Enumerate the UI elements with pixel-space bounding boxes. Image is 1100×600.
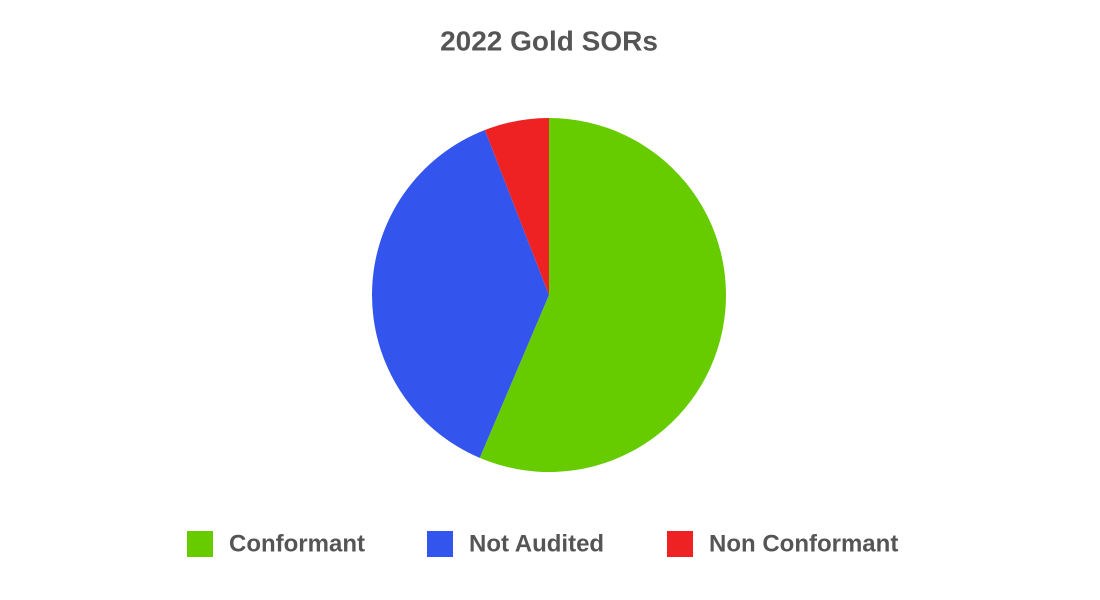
- legend-label: Not Audited: [469, 530, 604, 557]
- legend-label: Conformant: [229, 530, 365, 557]
- pie-slice: [484, 118, 549, 295]
- legend-label: Non Conformant: [709, 530, 898, 557]
- legend-swatch: [667, 531, 693, 557]
- legend-swatch: [427, 531, 453, 557]
- legend-swatch: [187, 531, 213, 557]
- chart-title: 2022 Gold SORs: [440, 25, 658, 56]
- pie-slice: [479, 118, 726, 473]
- pie-slice: [371, 130, 549, 458]
